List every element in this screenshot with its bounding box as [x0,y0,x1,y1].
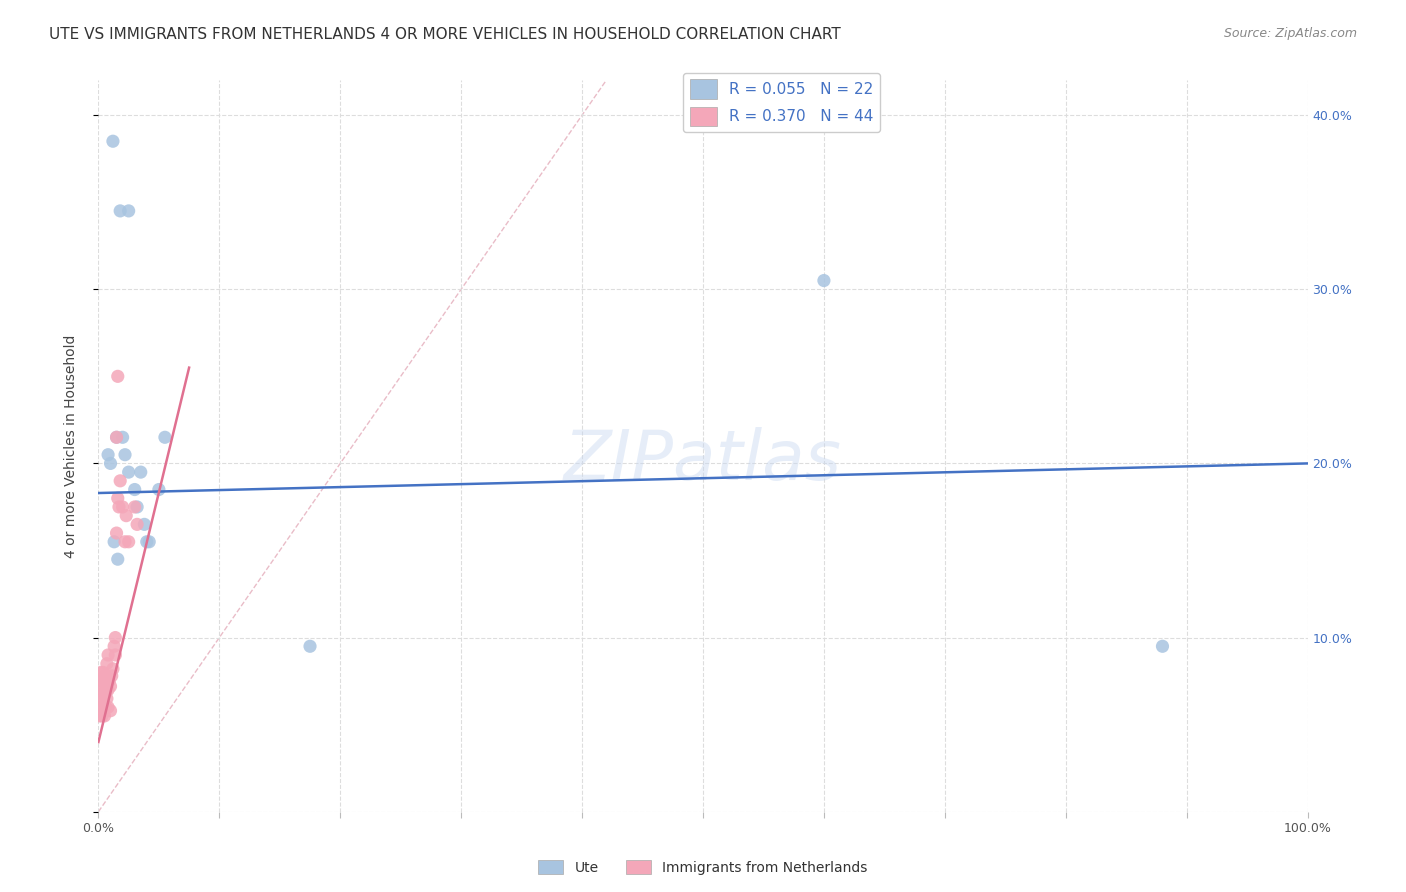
Point [138,534,160,549]
Point [89,691,111,706]
Point [101,662,124,676]
Point [91,665,114,680]
Y-axis label: 4 or more Vehicles in Household: 4 or more Vehicles in Household [63,334,77,558]
Point [93,709,115,723]
Point [114,534,136,549]
Point [118,465,141,479]
Point [91,709,114,723]
Point [100,669,122,683]
Point [97,700,120,714]
Point [93,674,115,689]
Point [104,648,127,662]
Point [115,508,138,523]
Point [124,483,146,497]
Legend: R = 0.055   N = 22, R = 0.370   N = 44: R = 0.055 N = 22, R = 0.370 N = 44 [683,73,880,132]
Point [148,483,170,497]
Text: ZIPatlas: ZIPatlas [564,427,842,494]
Point [127,517,149,532]
Point [94,669,117,683]
Point [129,465,152,479]
Point [118,534,141,549]
Point [94,686,117,700]
Point [107,552,129,566]
Point [103,534,125,549]
Text: Source: ZipAtlas.com: Source: ZipAtlas.com [1223,27,1357,40]
Point [96,674,118,689]
Point [91,682,114,697]
Point [108,500,131,514]
Text: UTE VS IMMIGRANTS FROM NETHERLANDS 4 OR MORE VEHICLES IN HOUSEHOLD CORRELATION C: UTE VS IMMIGRANTS FROM NETHERLANDS 4 OR … [49,27,841,42]
Point [90,682,112,697]
Point [118,203,141,218]
Point [107,369,129,384]
Point [96,691,118,706]
Point [111,430,134,444]
Point [101,134,124,148]
Point [91,691,114,706]
Point [96,657,118,671]
Point [90,700,112,714]
Point [105,526,128,541]
Point [97,448,120,462]
Point [91,700,114,714]
Point [124,500,146,514]
Point [98,674,121,689]
Point [93,686,115,700]
Point [1152,640,1174,654]
Point [91,674,114,689]
Point [299,640,322,654]
Point [91,674,114,689]
Point [134,517,156,532]
Point [108,203,131,218]
Point [103,640,125,654]
Point [114,448,136,462]
Point [100,679,122,693]
Point [100,704,122,718]
Point [94,700,117,714]
Point [89,709,111,723]
Point [105,430,128,444]
Point [135,534,157,549]
Point [813,274,835,288]
Point [90,665,112,680]
Legend: Ute, Immigrants from Netherlands: Ute, Immigrants from Netherlands [533,855,873,880]
Point [107,491,129,506]
Point [105,430,128,444]
Point [127,500,149,514]
Point [100,457,122,471]
Point [104,631,127,645]
Point [97,682,120,697]
Point [97,648,120,662]
Point [111,500,134,514]
Point [153,430,176,444]
Point [108,474,131,488]
